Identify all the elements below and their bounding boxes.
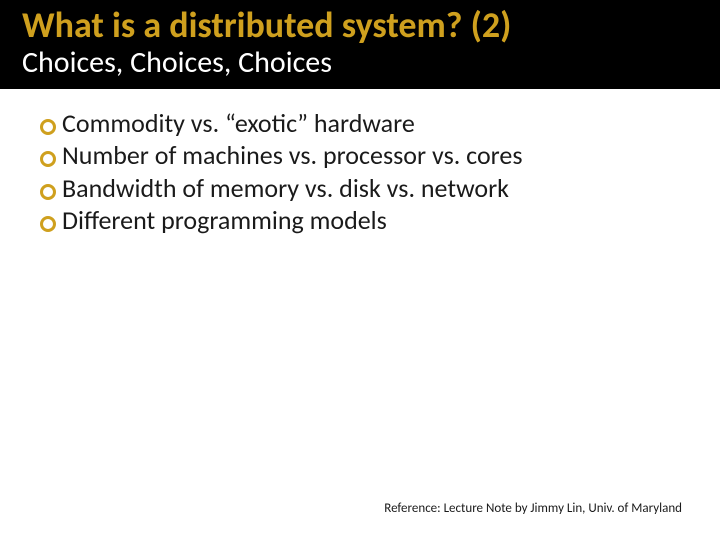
bullet-text: Different programming models	[62, 204, 680, 237]
bullet-item: Different programming models	[40, 204, 680, 237]
bullet-item: Commodity vs. “exotic” hardware	[40, 107, 680, 140]
ring-bullet-icon	[40, 119, 56, 135]
ring-bullet-icon	[40, 216, 56, 232]
bullet-item: Number of machines vs. processor vs. cor…	[40, 139, 680, 172]
ring-bullet-icon	[40, 151, 56, 167]
slide-title: What is a distributed system? (2)	[22, 6, 698, 46]
title-bar: What is a distributed system? (2) Choice…	[0, 0, 720, 89]
ring-bullet-icon	[40, 184, 56, 200]
bullet-text: Commodity vs. “exotic” hardware	[62, 107, 680, 140]
slide-subtitle: Choices, Choices, Choices	[22, 46, 698, 79]
bullet-text: Number of machines vs. processor vs. cor…	[62, 139, 680, 172]
bullet-text: Bandwidth of memory vs. disk vs. network	[62, 172, 680, 205]
slide-footer: Reference: Lecture Note by Jimmy Lin, Un…	[384, 501, 682, 516]
bullet-item: Bandwidth of memory vs. disk vs. network	[40, 172, 680, 205]
slide-body: Commodity vs. “exotic” hardware Number o…	[0, 89, 720, 237]
bullet-list: Commodity vs. “exotic” hardware Number o…	[40, 107, 680, 237]
